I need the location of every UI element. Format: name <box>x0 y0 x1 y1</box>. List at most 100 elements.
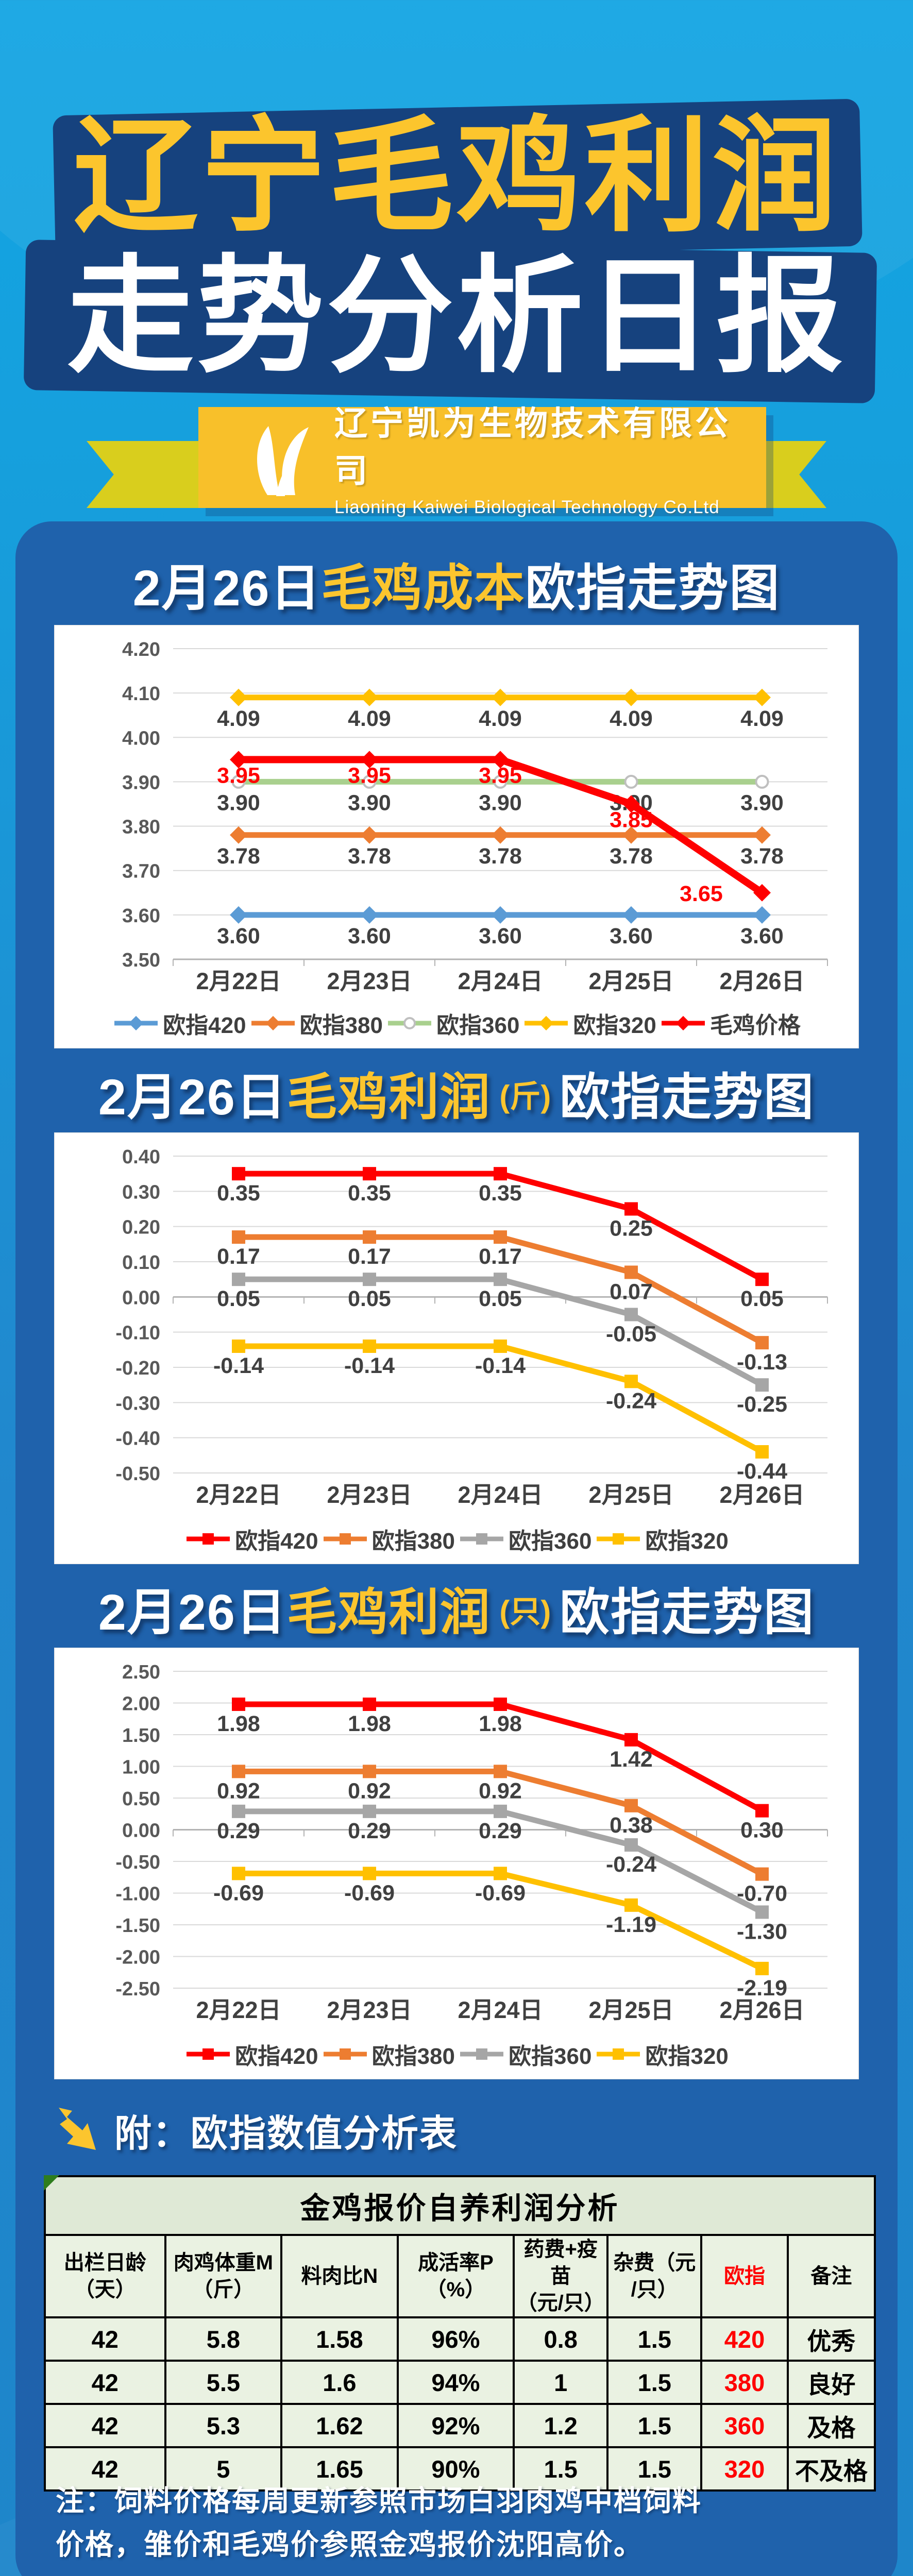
legend-marker <box>403 1017 416 1029</box>
data-label: 4.09 <box>740 706 784 731</box>
chart-title-part: 2月26日 <box>98 1069 287 1125</box>
data-label: -0.14 <box>213 1353 264 1378</box>
y-axis-label: 1.50 <box>122 1725 160 1747</box>
data-label: -1.30 <box>737 1919 787 1944</box>
data-label: 0.05 <box>740 1286 784 1311</box>
data-label: 1.98 <box>217 1711 260 1736</box>
series-marker <box>755 1273 769 1286</box>
chart-title-part: (斤) <box>491 1079 560 1114</box>
data-label: -0.14 <box>344 1353 395 1378</box>
y-axis-label: 4.10 <box>122 683 160 705</box>
legend-label: 欧指420 <box>235 2044 318 2069</box>
chart-title-part: 2月26日 <box>98 1584 287 1640</box>
legend-marker-icon <box>187 2048 230 2060</box>
y-axis-label: 4.00 <box>122 727 160 749</box>
y-axis-label: -0.50 <box>115 1852 160 1873</box>
appendix-heading: 附：欧指数值分析表 <box>52 2103 458 2157</box>
table-cell: 1.5 <box>606 2403 703 2448</box>
chart-title-profit-zhi: 2月26日毛鸡利润 (只) 欧指走势图 <box>0 1571 913 1644</box>
data-label: 0.92 <box>479 1778 522 1803</box>
series-marker <box>363 1804 376 1818</box>
series-marker <box>494 1804 507 1818</box>
legend-label: 欧指360 <box>436 1013 520 1038</box>
series-marker <box>624 1838 638 1852</box>
series-marker <box>755 774 769 789</box>
data-label: 0.17 <box>217 1244 260 1269</box>
legend-label: 欧指420 <box>163 1013 246 1038</box>
x-axis-label: 2月26日 <box>719 1997 804 2023</box>
chart-title-cost: 2月26日毛鸡成本欧指走势图 <box>0 547 913 620</box>
data-label: 0.05 <box>479 1286 522 1311</box>
y-axis-label: 0.00 <box>122 1820 160 1842</box>
data-label: 3.78 <box>479 844 522 869</box>
table-cell: 320 <box>700 2446 789 2492</box>
legend-marker <box>476 2048 487 2060</box>
series-marker <box>624 1799 638 1812</box>
data-label: 1.98 <box>479 1711 522 1736</box>
data-label: 0.29 <box>479 1819 522 1843</box>
data-label: 3.95 <box>217 763 260 788</box>
legend-marker-icon <box>597 1533 640 1545</box>
data-label: -0.24 <box>606 1388 656 1413</box>
legend-item-欧指380: 欧指380 <box>322 1522 455 1555</box>
y-axis-label: 3.90 <box>122 772 160 793</box>
x-axis-label: 2月24日 <box>458 968 543 994</box>
y-axis-label: 3.80 <box>122 817 160 838</box>
legend-marker <box>265 1015 280 1031</box>
table-cell: 42 <box>44 2316 166 2362</box>
data-label: 3.90 <box>740 790 784 815</box>
data-label: 0.35 <box>479 1181 522 1206</box>
y-axis-label: 3.70 <box>122 861 160 883</box>
legend-label: 欧指320 <box>645 2044 729 2069</box>
table-cell: 5.8 <box>164 2316 283 2362</box>
table-cell: 1.5 <box>606 2446 703 2492</box>
legend-marker <box>539 1015 554 1031</box>
series-marker <box>363 1340 376 1353</box>
x-axis-label: 2月25日 <box>588 1482 673 1508</box>
note-line2: 价格，雏价和毛鸡价参照金鸡报价沈阳高价。 <box>56 2529 644 2561</box>
chart-canvas: 4.20 4.10 4.00 3.90 3.80 3.70 3.60 3.50 2月22日 2月2… <box>122 639 828 994</box>
company-banner: 辽宁凯为生物技术有限公司 Liaoning Kaiwei Biological … <box>198 405 766 517</box>
legend-marker <box>202 1533 214 1545</box>
data-label: 3.78 <box>610 844 653 869</box>
y-axis-label: -2.50 <box>115 1978 160 2000</box>
legend-marker-icon <box>525 1015 568 1031</box>
data-label: 0.38 <box>610 1813 653 1838</box>
y-axis-label: 0.40 <box>122 1146 160 1168</box>
legend-marker <box>339 1533 351 1545</box>
legend-marker-icon <box>187 1533 230 1545</box>
x-axis-label: 2月25日 <box>588 968 673 994</box>
table-cell: 1.5 <box>606 2316 703 2362</box>
series-marker <box>624 1733 638 1747</box>
table-header-cell: 出栏日龄 （天） <box>44 2234 166 2318</box>
data-label: 0.17 <box>348 1244 391 1269</box>
series-marker <box>755 1867 769 1881</box>
chart-legend: 欧指420 欧指380 欧指360 欧指320 <box>55 1522 858 1555</box>
table-header-cell: 备注 <box>786 2234 876 2318</box>
note-line1: 注：饲料价格每周更新参照市场白羽肉鸡中档饲料 <box>56 2485 702 2517</box>
series-marker <box>363 1230 376 1244</box>
data-label: -0.44 <box>737 1459 787 1484</box>
table-header-cell: 欧指 <box>700 2234 789 2318</box>
table-cell: 420 <box>700 2316 789 2362</box>
chart-box-cost: 4.20 4.10 4.00 3.90 3.80 3.70 3.60 3.50 2月22日 2月2… <box>54 625 859 1048</box>
series-marker <box>755 1804 769 1818</box>
company-name-en: Liaoning Kaiwei Biological Technology Co… <box>334 497 720 517</box>
table-cell: 1.5 <box>513 2446 609 2492</box>
table-cell: 良好 <box>786 2360 876 2405</box>
data-label: 3.85 <box>610 808 653 833</box>
legend-label: 欧指360 <box>509 2044 592 2069</box>
legend-marker <box>129 1015 144 1031</box>
legend-label: 欧指320 <box>645 1529 729 1554</box>
analysis-table: 金鸡报价自养利润分析 出栏日龄 （天） 肉鸡体重M （斤） 料肉比N 成活率P （%）药… <box>44 2175 876 2492</box>
table-cell: 42 <box>44 2360 166 2405</box>
x-axis-label: 2月26日 <box>719 1482 804 1508</box>
legend-item-欧指320: 欧指320 <box>595 1522 729 1555</box>
legend-marker <box>613 2048 624 2060</box>
legend-marker <box>339 2048 351 2060</box>
series-marker <box>622 688 640 706</box>
series-marker <box>753 826 771 844</box>
table-cell: 优秀 <box>786 2316 876 2362</box>
chart-title-part: 欧指走势图 <box>560 1069 815 1125</box>
data-label: 3.60 <box>610 924 653 948</box>
